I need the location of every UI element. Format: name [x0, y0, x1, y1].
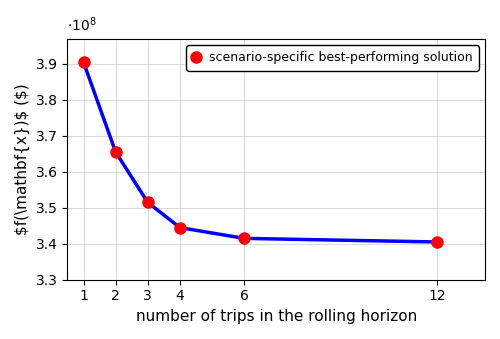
- scenario-specific best-performing solution: [145, 200, 151, 204]
- Y-axis label: $f(\mathbf{x})$ ($): $f(\mathbf{x})$ ($): [15, 83, 30, 235]
- scenario-specific best-performing solution: [112, 150, 118, 154]
- scenario-specific best-performing solution: [177, 225, 183, 230]
- scenario-specific best-performing solution: [241, 236, 247, 240]
- scenario-specific best-performing solution: [434, 240, 440, 244]
- X-axis label: number of trips in the rolling horizon: number of trips in the rolling horizon: [136, 309, 417, 324]
- scenario-specific best-performing solution: [80, 60, 86, 64]
- Text: $\cdot 10^8$: $\cdot 10^8$: [68, 15, 97, 34]
- Line: scenario-specific best-performing solution: scenario-specific best-performing soluti…: [78, 57, 442, 247]
- Legend: scenario-specific best-performing solution: scenario-specific best-performing soluti…: [186, 45, 478, 71]
